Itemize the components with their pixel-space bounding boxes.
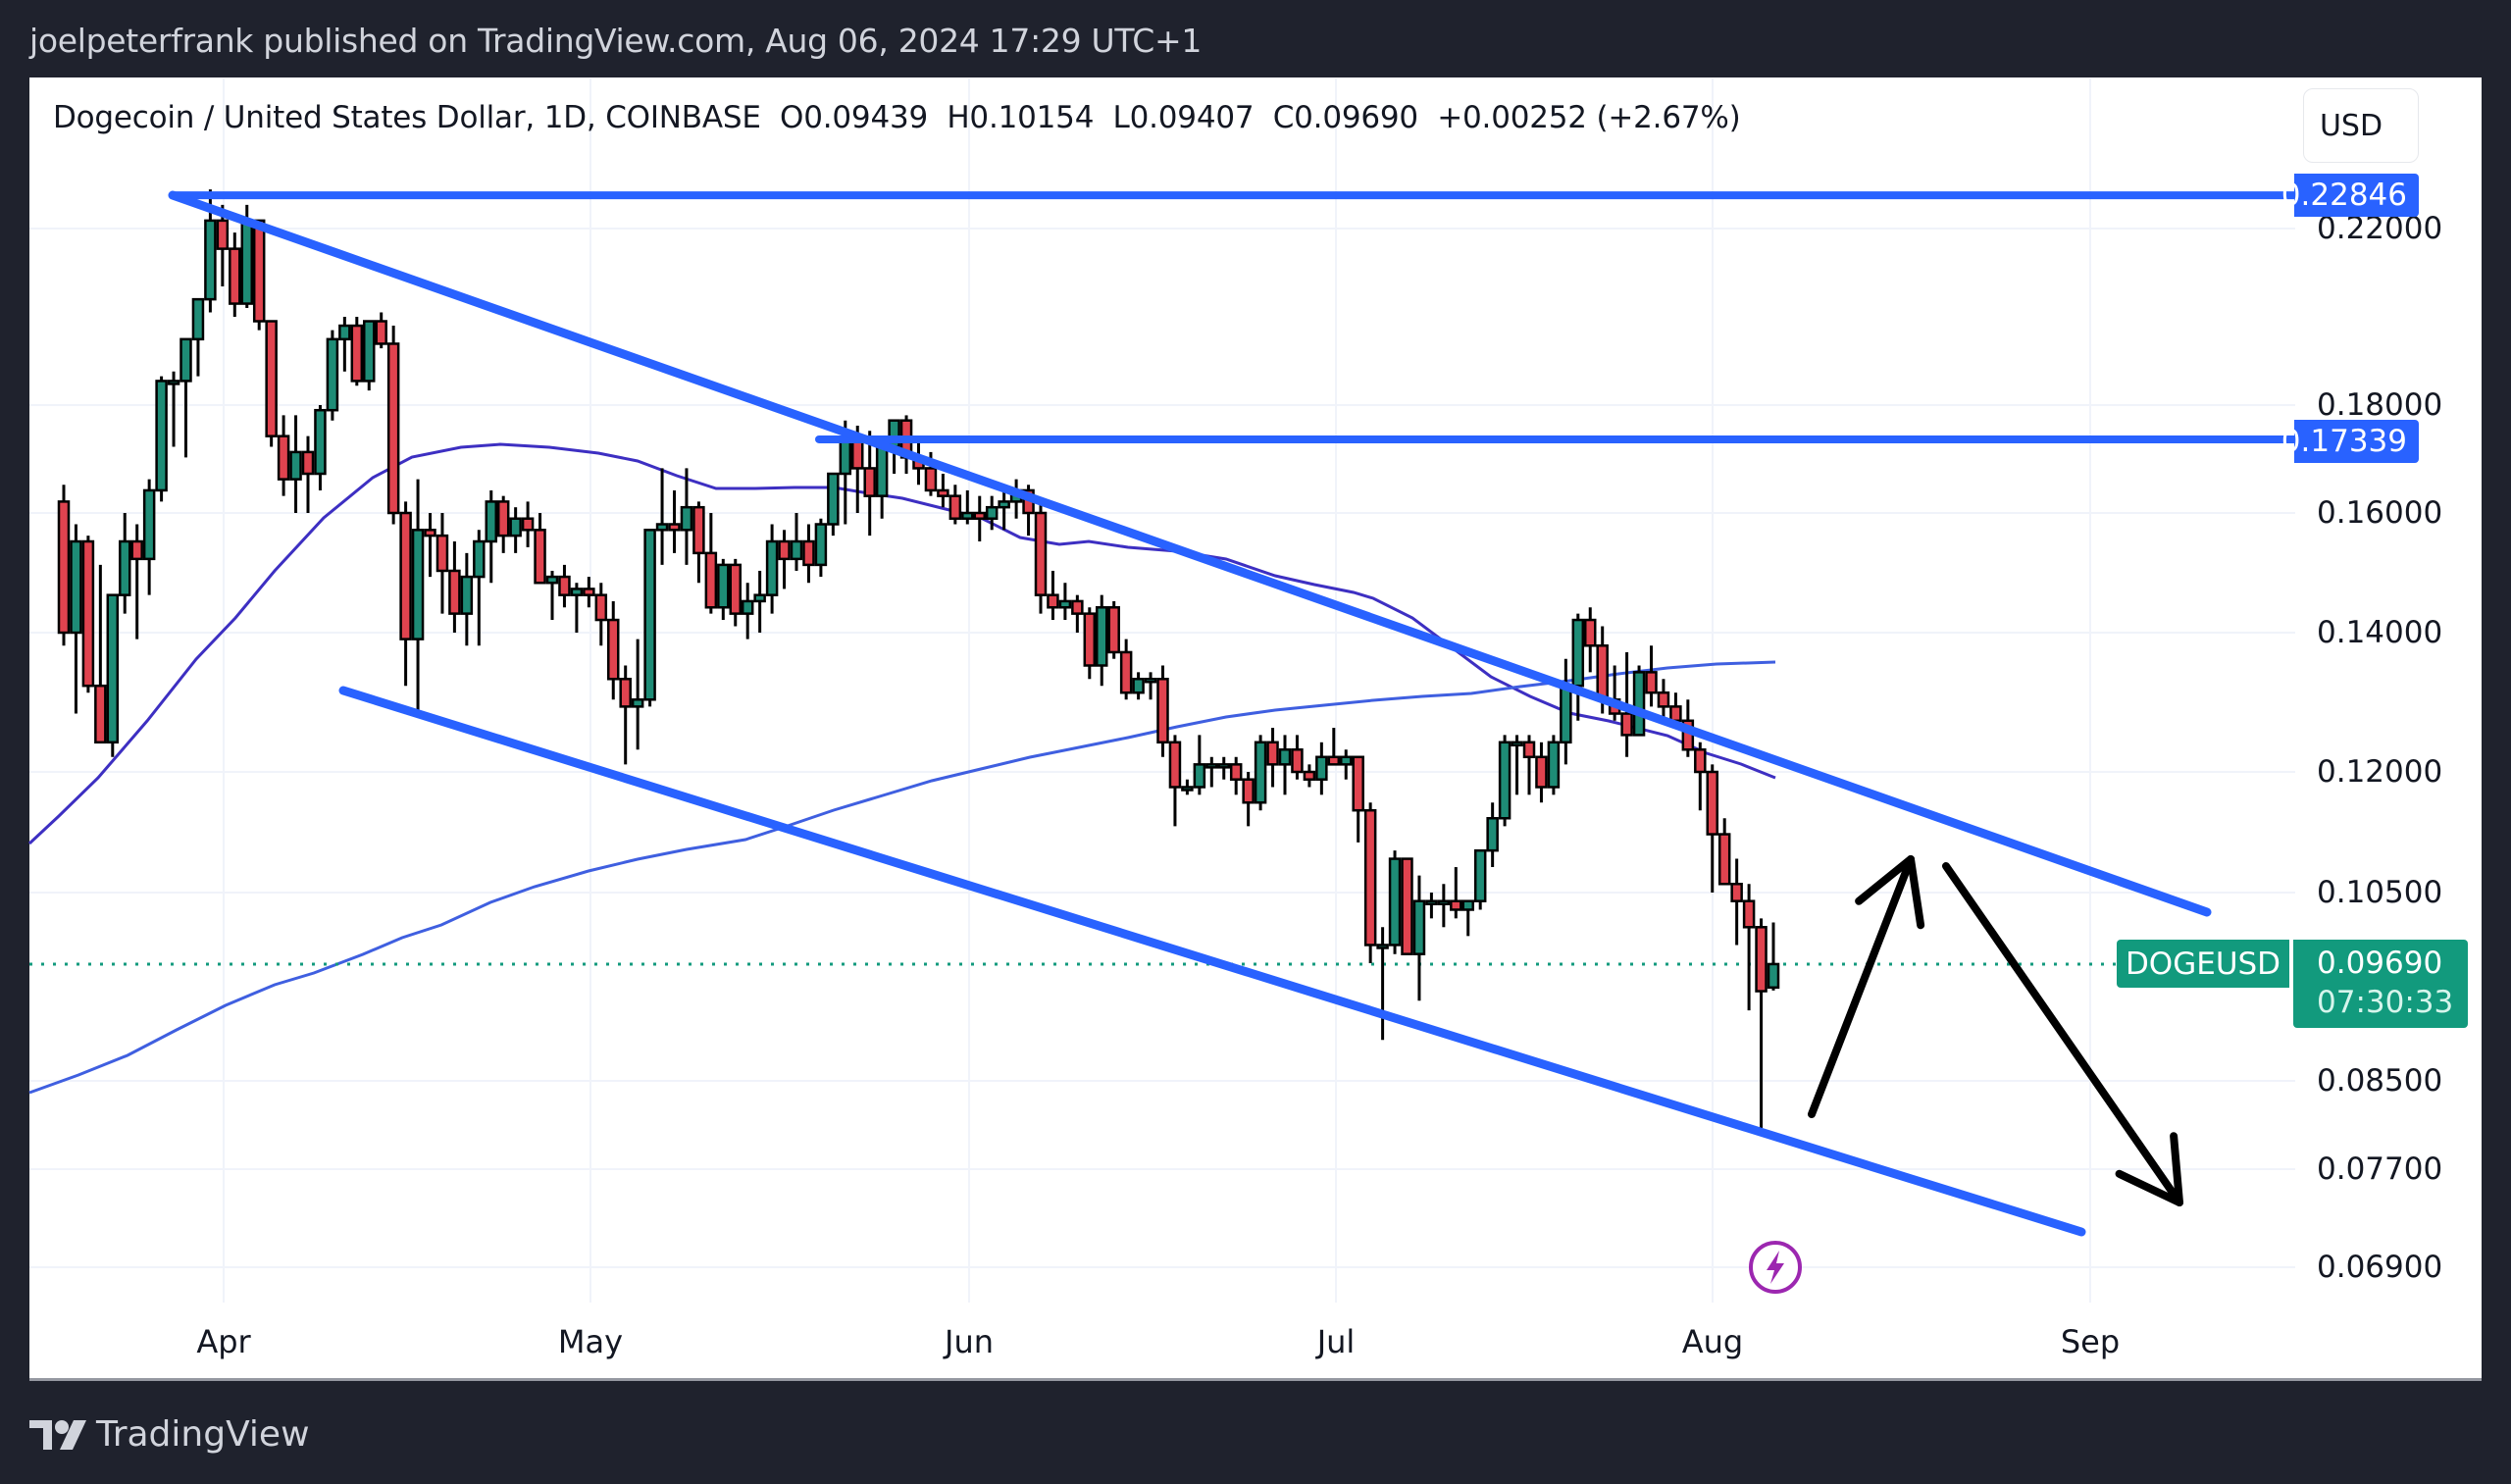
time-axis-label: Apr xyxy=(196,1323,251,1360)
symbol-legend[interactable]: Dogecoin / United States Dollar, 1D, COI… xyxy=(53,100,1741,135)
price-axis-label: 0.16000 xyxy=(2317,495,2443,531)
last-price-value: 0.09690 xyxy=(2317,946,2443,981)
price-axis-label: 0.08500 xyxy=(2317,1063,2443,1099)
price-axis-label: 0.12000 xyxy=(2317,754,2443,790)
chart-panel[interactable] xyxy=(29,77,2482,1381)
footer-brand: TradingView xyxy=(29,1414,310,1455)
moving-averages xyxy=(27,442,1776,1095)
currency-button[interactable]: USD xyxy=(2303,88,2419,163)
time-axis-label: Jun xyxy=(945,1323,994,1360)
horizontal-line-price-tag: 0.22846 xyxy=(2281,174,2419,217)
trend-line-drawing xyxy=(338,686,2086,1237)
price-axis-label: 0.07700 xyxy=(2317,1151,2443,1187)
price-axis-label: 0.14000 xyxy=(2317,615,2443,650)
horizontal-line-price-tag: 0.17339 xyxy=(2281,420,2419,463)
events-lightning-icon[interactable] xyxy=(1746,1238,1805,1297)
candlestick-series xyxy=(57,189,1780,1136)
time-axis-label: Aug xyxy=(1681,1323,1744,1360)
user-drawings[interactable] xyxy=(168,190,2299,1237)
time-axis-label: Jul xyxy=(1316,1323,1356,1360)
time-axis-label: Sep xyxy=(2060,1323,2121,1360)
price-axis-label: 0.22000 xyxy=(2317,211,2443,246)
time-axis-label: May xyxy=(557,1323,624,1360)
ma-line xyxy=(27,442,1776,845)
tradingview-logo-icon xyxy=(29,1419,86,1450)
chart-grid xyxy=(29,78,2295,1303)
footer-brand-text: TradingView xyxy=(96,1414,310,1455)
currency-label: USD xyxy=(2319,108,2383,143)
bar-countdown: 07:30:33 xyxy=(2317,985,2454,1020)
published-header: joelpeterfrank published on TradingView.… xyxy=(29,22,1203,60)
ma-line xyxy=(28,660,1776,1095)
trend-line-drawing xyxy=(168,190,2212,917)
price-axis-label: 0.18000 xyxy=(2317,387,2443,423)
symbol-tag: DOGEUSD xyxy=(2117,940,2289,988)
last-price-tag: 0.09690 07:30:33 xyxy=(2293,940,2468,1028)
price-axis-label: 0.10500 xyxy=(2317,875,2443,910)
price-axis-label: 0.06900 xyxy=(2317,1250,2443,1285)
